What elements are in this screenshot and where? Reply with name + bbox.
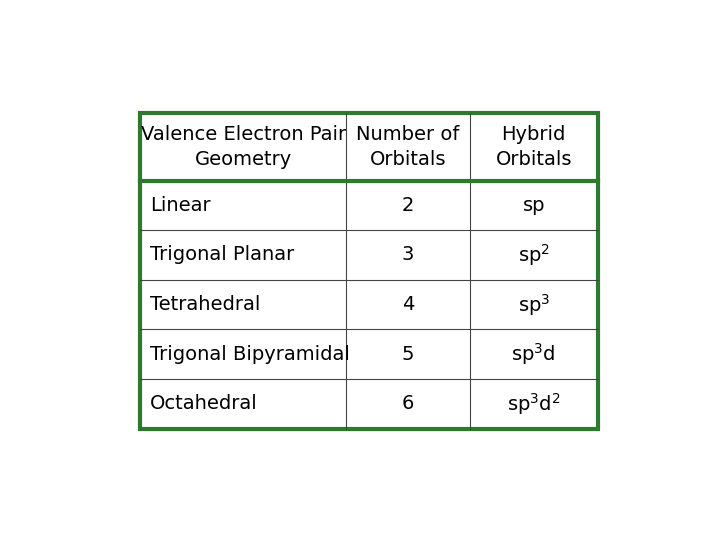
Text: Tetrahedral: Tetrahedral	[150, 295, 261, 314]
Text: Valence Electron Pair
Geometry: Valence Electron Pair Geometry	[140, 125, 346, 168]
Text: sp: sp	[523, 196, 545, 215]
Text: 5: 5	[402, 345, 414, 364]
Text: sp$^3$d: sp$^3$d	[511, 341, 556, 367]
Text: Trigonal Bipyramidal: Trigonal Bipyramidal	[150, 345, 350, 364]
Text: sp$^2$: sp$^2$	[518, 242, 549, 268]
Bar	[140, 113, 598, 429]
Text: Octahedral: Octahedral	[150, 394, 258, 413]
Text: Number of
Orbitals: Number of Orbitals	[356, 125, 459, 168]
Text: sp$^3$d$^2$: sp$^3$d$^2$	[507, 391, 561, 417]
Text: 2: 2	[402, 196, 414, 215]
Text: Trigonal Planar: Trigonal Planar	[150, 246, 294, 265]
Text: 3: 3	[402, 246, 414, 265]
Text: Linear: Linear	[150, 196, 211, 215]
Text: 4: 4	[402, 295, 414, 314]
Text: Hybrid
Orbitals: Hybrid Orbitals	[495, 125, 572, 168]
Text: sp$^3$: sp$^3$	[518, 292, 550, 318]
Text: 6: 6	[402, 394, 414, 413]
